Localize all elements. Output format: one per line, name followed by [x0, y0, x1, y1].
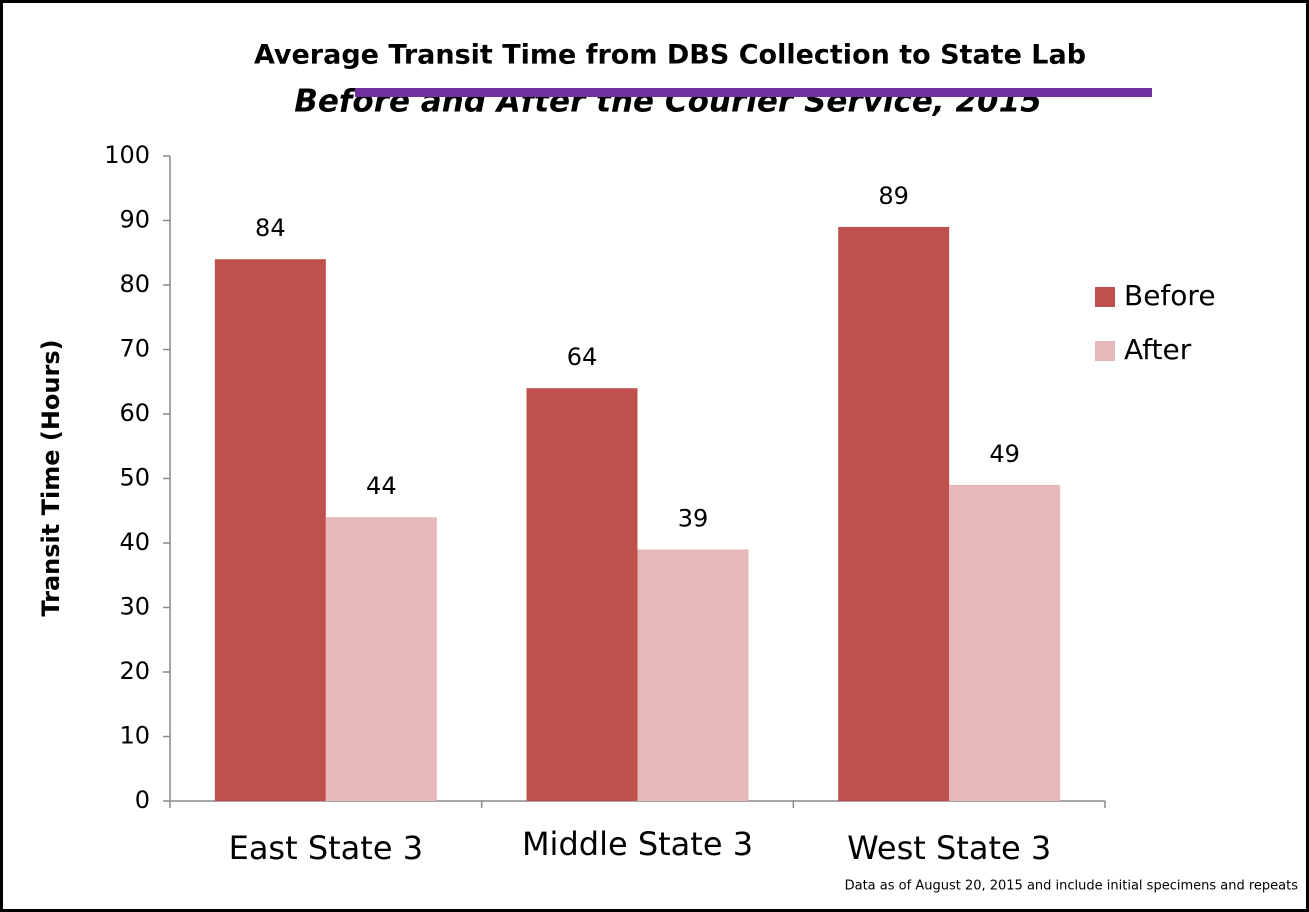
bar [637, 549, 749, 801]
data-label: 39 [678, 504, 709, 532]
y-tick-label: 0 [135, 786, 150, 814]
y-tick-label: 40 [119, 528, 150, 556]
legend-swatch [1095, 341, 1115, 361]
y-tick-label: 60 [119, 399, 150, 427]
bar [214, 259, 326, 801]
bar [526, 388, 638, 801]
x-tick-label: East State 3 [229, 829, 423, 867]
y-tick-label: 20 [119, 657, 150, 685]
bar [949, 484, 1061, 801]
x-tick-label: West State 3 [847, 829, 1051, 867]
data-label: 64 [567, 343, 598, 371]
y-tick-label: 10 [119, 722, 150, 750]
y-tick-label: 50 [119, 464, 150, 492]
y-tick-label: 70 [119, 335, 150, 363]
data-label: 49 [989, 440, 1020, 468]
y-tick-label: 90 [119, 206, 150, 234]
footnote: Data as of August 20, 2015 and include i… [845, 879, 1299, 894]
legend-label: After [1124, 333, 1192, 366]
legend-swatch [1095, 287, 1115, 307]
bar [838, 226, 950, 801]
legend-label: Before [1124, 279, 1216, 312]
data-label: 84 [255, 214, 286, 242]
y-tick-label: 80 [119, 270, 150, 298]
data-label: 44 [366, 472, 397, 500]
y-tick-label: 100 [104, 141, 150, 169]
y-tick-label: 30 [119, 593, 150, 621]
data-label: 89 [878, 182, 909, 210]
bar [325, 517, 437, 801]
chart-title: Average Transit Time from DBS Collection… [254, 40, 1086, 71]
y-axis-label: Transit Time (Hours) [37, 339, 65, 616]
highlight-line [355, 88, 1152, 97]
x-tick-label: Middle State 3 [522, 825, 753, 863]
